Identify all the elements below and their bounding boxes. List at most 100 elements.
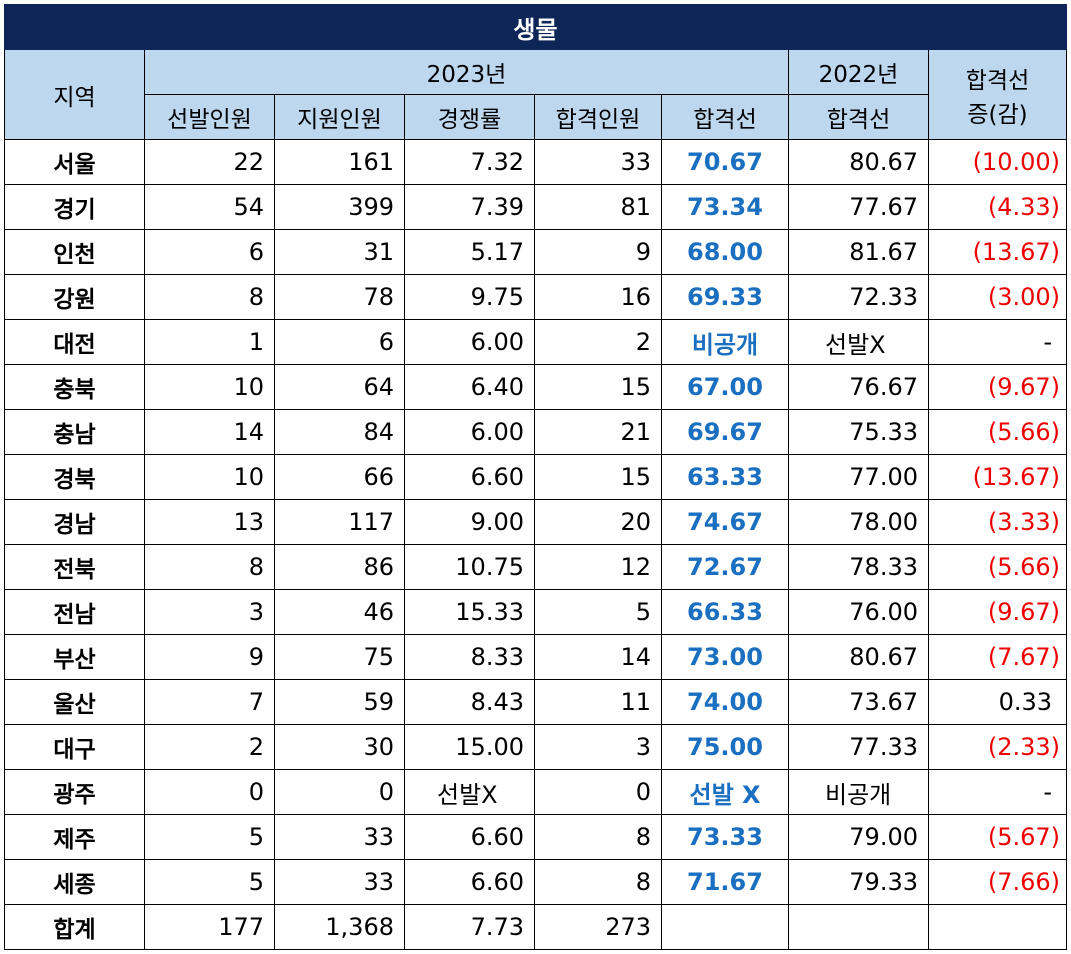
applicants-cell: 0 xyxy=(274,769,405,815)
applicants-cell: 6 xyxy=(274,319,405,365)
ratio-cell: 10.75 xyxy=(404,544,535,590)
passed-cell: 5 xyxy=(534,589,662,635)
selected-cell: 0 xyxy=(144,769,275,815)
total-row: 합계 177 1,368 7.73 273 xyxy=(4,904,1067,950)
header-passed: 합격인원 xyxy=(534,94,662,140)
ratio-cell: 선발X xyxy=(404,769,535,815)
applicants-cell: 31 xyxy=(274,229,405,275)
ratio-cell: 7.39 xyxy=(404,184,535,230)
change-cell: (7.67) xyxy=(928,634,1067,680)
region-cell: 전북 xyxy=(4,544,145,590)
cutoff-2022-cell: 78.33 xyxy=(788,544,929,590)
cutoff-2022-cell: 80.67 xyxy=(788,634,929,680)
change-cell: (10.00) xyxy=(928,139,1067,185)
region-cell: 경남 xyxy=(4,499,145,545)
cutoff-2023-cell: 73.34 xyxy=(661,184,789,230)
passed-cell: 14 xyxy=(534,634,662,680)
cutoff-2023-cell: 74.67 xyxy=(661,499,789,545)
table-body: 서울 22 161 7.32 33 70.67 80.67 (10.00) 경기 54 399 7.3… xyxy=(4,139,1067,950)
cutoff-2023-cell: 71.67 xyxy=(661,859,789,905)
region-cell: 세종 xyxy=(4,859,145,905)
selected-cell: 7 xyxy=(144,679,275,725)
passed-cell: 33 xyxy=(534,139,662,185)
cutoff-2023-cell: 66.33 xyxy=(661,589,789,635)
selected-cell: 5 xyxy=(144,814,275,860)
applicants-cell: 78 xyxy=(274,274,405,320)
selected-cell: 6 xyxy=(144,229,275,275)
selected-cell: 8 xyxy=(144,274,275,320)
table-row: 경북 10 66 6.60 15 63.33 77.00 (13.67) xyxy=(4,454,1067,500)
ratio-cell: 8.33 xyxy=(404,634,535,680)
selected-cell: 3 xyxy=(144,589,275,635)
table-row: 경기 54 399 7.39 81 73.34 77.67 (4.33) xyxy=(4,184,1067,230)
header-cutoff-2022: 합격선 xyxy=(788,94,929,140)
cutoff-2023-cell: 68.00 xyxy=(661,229,789,275)
cutoff-2022-cell: 78.00 xyxy=(788,499,929,545)
cutoff-2022-cell: 75.33 xyxy=(788,409,929,455)
cutoff-2023-cell: 63.33 xyxy=(661,454,789,500)
change-cell: (5.66) xyxy=(928,544,1067,590)
passed-cell: 8 xyxy=(534,859,662,905)
header-cutoff-2023: 합격선 xyxy=(661,94,789,140)
table-row: 전남 3 46 15.33 5 66.33 76.00 (9.67) xyxy=(4,589,1067,635)
cutoff-2022-cell: 선발X xyxy=(788,319,929,365)
applicants-cell: 66 xyxy=(274,454,405,500)
ratio-cell: 15.33 xyxy=(404,589,535,635)
change-cell: (2.33) xyxy=(928,724,1067,770)
cutoff-2023-cell: 72.67 xyxy=(661,544,789,590)
selected-cell: 5 xyxy=(144,859,275,905)
change-cell: (13.67) xyxy=(928,454,1067,500)
cutoff-2023-cell: 73.00 xyxy=(661,634,789,680)
region-cell: 제주 xyxy=(4,814,145,860)
header-selected: 선발인원 xyxy=(144,94,275,140)
region-cell: 경기 xyxy=(4,184,145,230)
cutoff-2022-cell: 비공개 xyxy=(788,769,929,815)
selected-cell: 8 xyxy=(144,544,275,590)
ratio-cell: 8.43 xyxy=(404,679,535,725)
table-row: 충남 14 84 6.00 21 69.67 75.33 (5.66) xyxy=(4,409,1067,455)
passed-cell: 2 xyxy=(534,319,662,365)
region-cell: 광주 xyxy=(4,769,145,815)
cutoff-2022-cell: 79.33 xyxy=(788,859,929,905)
cutoff-2023-cell: 75.00 xyxy=(661,724,789,770)
table-row: 충북 10 64 6.40 15 67.00 76.67 (9.67) xyxy=(4,364,1067,410)
region-cell: 충북 xyxy=(4,364,145,410)
table-row: 부산 9 75 8.33 14 73.00 80.67 (7.67) xyxy=(4,634,1067,680)
header-ratio: 경쟁률 xyxy=(404,94,535,140)
ratio-cell: 6.60 xyxy=(404,454,535,500)
cutoff-2022-cell xyxy=(788,904,929,950)
selected-cell: 22 xyxy=(144,139,275,185)
cutoff-2023-cell: 73.33 xyxy=(661,814,789,860)
region-cell: 울산 xyxy=(4,679,145,725)
passed-cell: 8 xyxy=(534,814,662,860)
ratio-cell: 15.00 xyxy=(404,724,535,770)
change-cell: (4.33) xyxy=(928,184,1067,230)
change-cell: (9.67) xyxy=(928,364,1067,410)
selected-cell: 13 xyxy=(144,499,275,545)
region-cell: 대구 xyxy=(4,724,145,770)
score-table: 생물 지역 2023년 2022년 합격선 증(감) 선발인원 지원인원 경쟁률… xyxy=(4,4,1067,950)
table-row: 경남 13 117 9.00 20 74.67 78.00 (3.33) xyxy=(4,499,1067,545)
cutoff-2022-cell: 76.00 xyxy=(788,589,929,635)
cutoff-2022-cell: 80.67 xyxy=(788,139,929,185)
region-cell: 인천 xyxy=(4,229,145,275)
passed-cell: 15 xyxy=(534,454,662,500)
applicants-cell: 46 xyxy=(274,589,405,635)
cutoff-2023-cell: 선발 X xyxy=(661,769,789,815)
cutoff-2022-cell: 77.67 xyxy=(788,184,929,230)
ratio-cell: 6.00 xyxy=(404,319,535,365)
cutoff-2023-cell: 67.00 xyxy=(661,364,789,410)
table-row: 광주 0 0 선발X 0 선발 X 비공개 - xyxy=(4,769,1067,815)
passed-cell: 11 xyxy=(534,679,662,725)
applicants-cell: 64 xyxy=(274,364,405,410)
ratio-cell: 7.73 xyxy=(404,904,535,950)
cutoff-2023-cell: 69.67 xyxy=(661,409,789,455)
cutoff-2023-cell xyxy=(661,904,789,950)
selected-cell: 10 xyxy=(144,454,275,500)
change-cell: (7.66) xyxy=(928,859,1067,905)
cutoff-2022-cell: 76.67 xyxy=(788,364,929,410)
cutoff-2022-cell: 72.33 xyxy=(788,274,929,320)
passed-cell: 12 xyxy=(534,544,662,590)
ratio-cell: 6.40 xyxy=(404,364,535,410)
applicants-cell: 75 xyxy=(274,634,405,680)
